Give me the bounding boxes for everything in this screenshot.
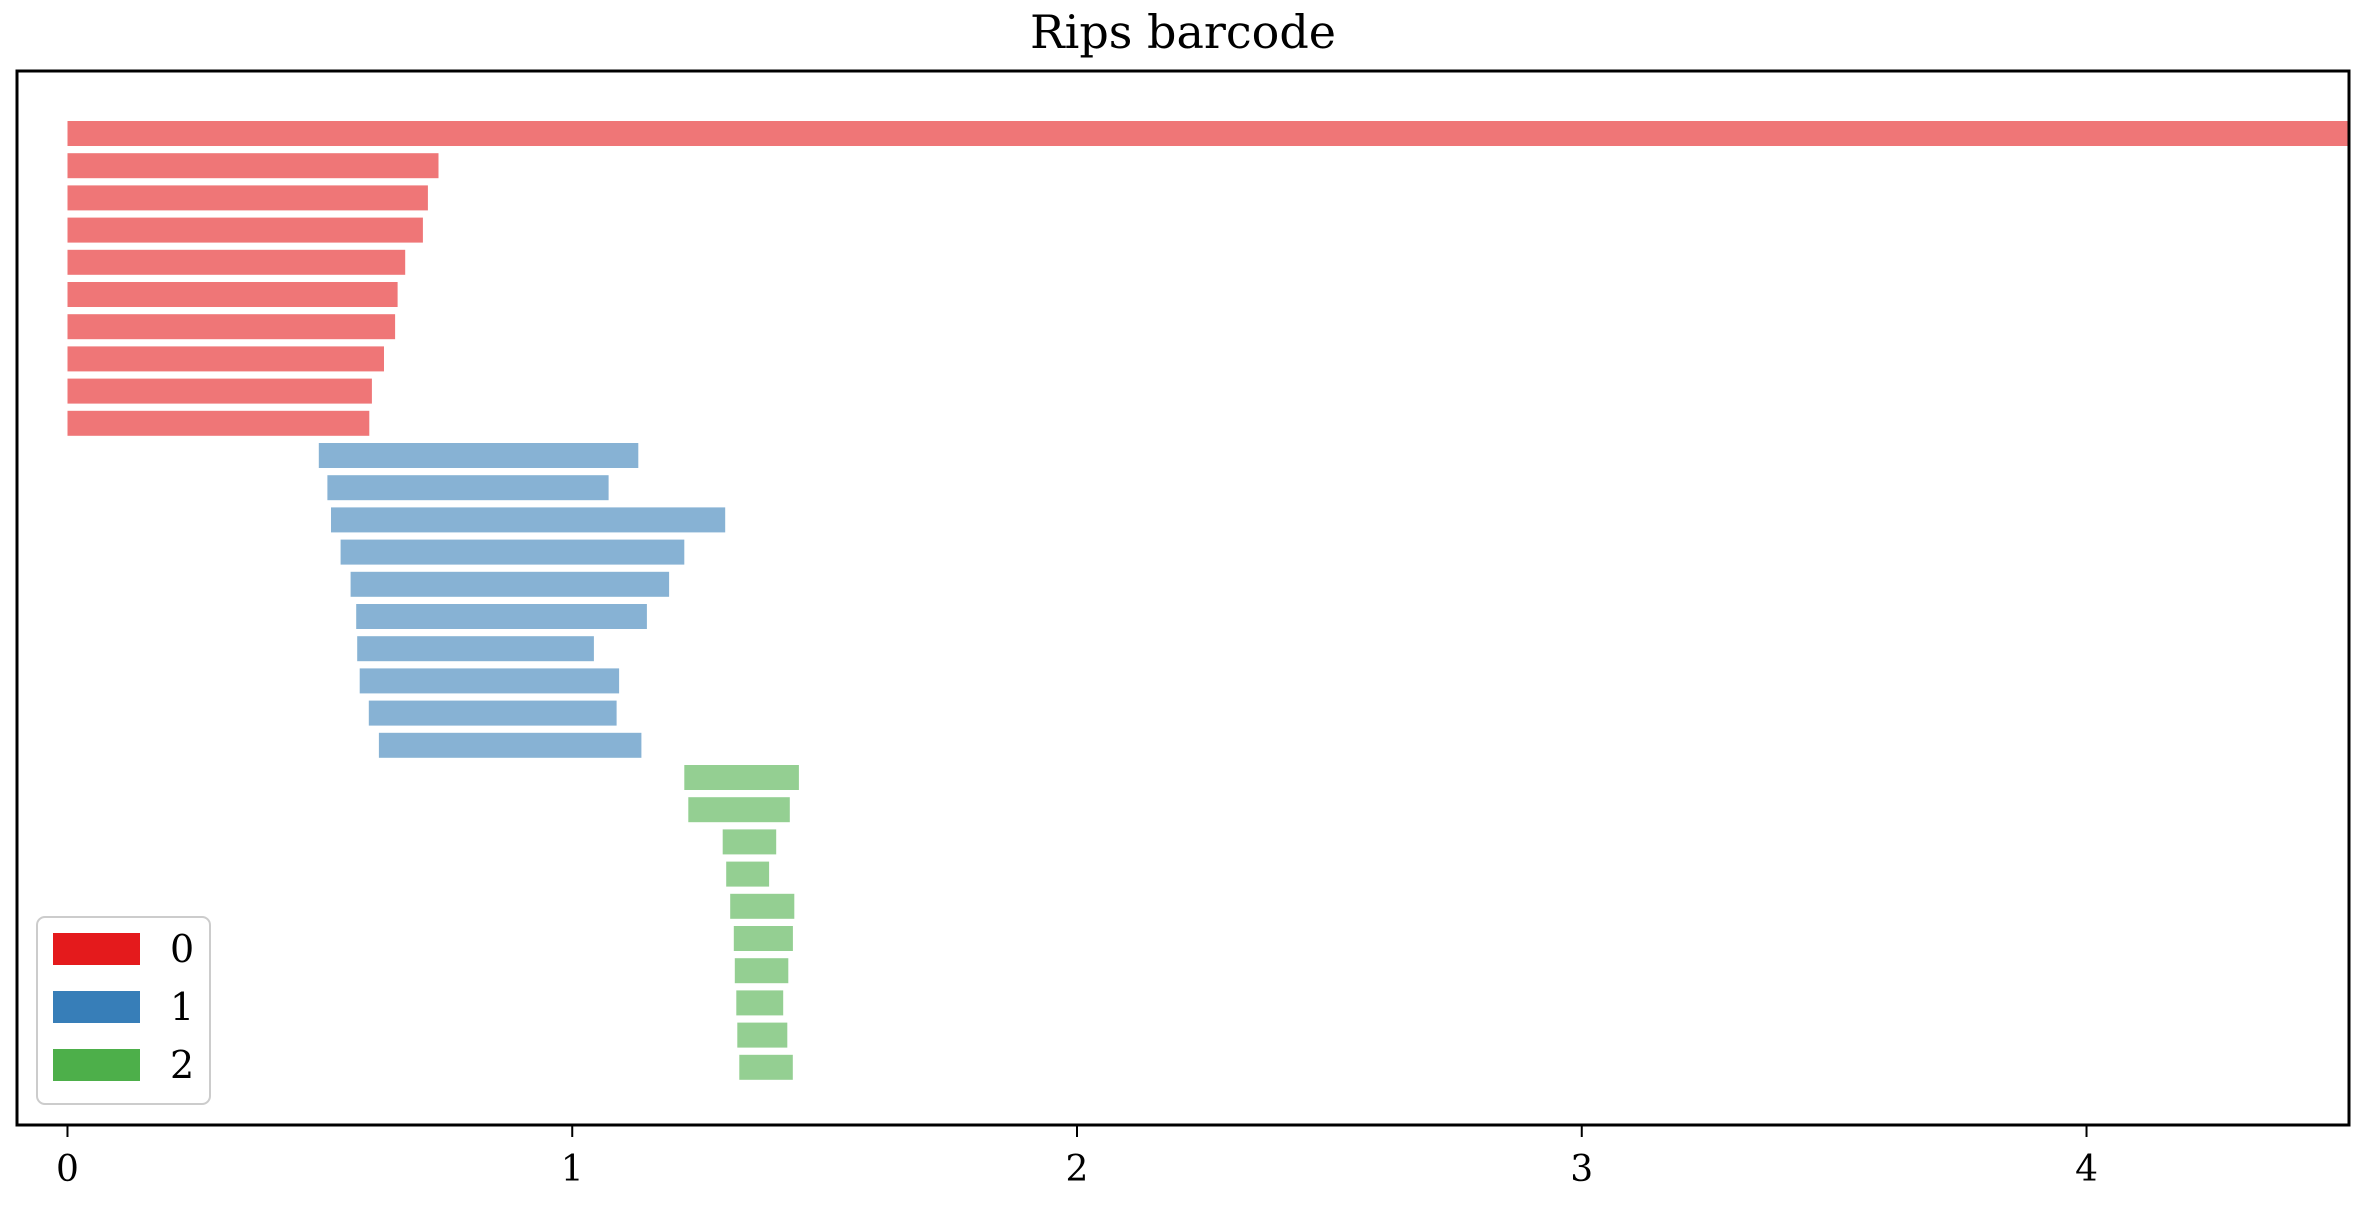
- barcode-bar-dim0-9: [67, 410, 370, 436]
- x-axis: 0 1 2 3 4: [56, 1125, 2098, 1190]
- legend-label-2: 2: [170, 1043, 194, 1087]
- barcode-bar-dim1-1: [327, 475, 609, 501]
- x-tick-label-3: 3: [1570, 1149, 1593, 1190]
- x-tick-label-4: 4: [2075, 1149, 2098, 1190]
- barcode-bar-dim1-8: [368, 700, 617, 726]
- barcode-bar-dim1-2: [331, 507, 726, 533]
- barcode-bar-dim0-0: [67, 121, 2349, 146]
- barcode-bar-dim2-1: [688, 797, 790, 823]
- bars-layer: [67, 121, 2349, 1080]
- barcode-bar-dim0-5: [67, 282, 398, 307]
- barcode-bar-dim2-7: [736, 990, 784, 1016]
- barcode-bar-dim0-4: [67, 249, 406, 275]
- barcode-bar-dim2-8: [737, 1022, 788, 1048]
- barcode-bar-dim0-1: [67, 153, 439, 179]
- barcode-bar-dim0-8: [67, 378, 372, 404]
- x-tick-label-1: 1: [561, 1149, 584, 1190]
- legend-label-1: 1: [170, 985, 194, 1029]
- legend-swatch-1: [53, 991, 140, 1023]
- plot-frame: [15, 69, 2351, 1127]
- barcode-bar-dim1-0: [318, 443, 639, 468]
- barcode-bar-dim2-6: [734, 958, 789, 984]
- barcode-bar-dim2-3: [726, 861, 770, 887]
- legend-label-0: 0: [170, 927, 194, 971]
- barcode-bar-dim2-0: [684, 765, 799, 790]
- legend-swatch-2: [53, 1049, 140, 1081]
- barcode-bar-dim2-4: [730, 893, 795, 919]
- barcode-bar-dim2-2: [722, 829, 777, 855]
- barcode-bar-dim2-9: [739, 1054, 793, 1080]
- chart-title: Rips barcode: [1030, 5, 1336, 59]
- barcode-bar-dim1-9: [378, 732, 642, 758]
- legend: 0 1 2: [36, 916, 211, 1105]
- barcode-bar-dim1-3: [340, 539, 685, 565]
- barcode-bar-dim0-3: [67, 217, 423, 243]
- barcode-bar-dim1-5: [356, 604, 647, 629]
- barcode-bar-dim0-2: [67, 185, 428, 211]
- barcode-bar-dim2-5: [733, 926, 793, 951]
- x-tick-label-0: 0: [56, 1149, 79, 1190]
- barcode-bar-dim1-4: [350, 571, 670, 597]
- barcode-bar-dim0-6: [67, 314, 396, 340]
- barcode-bar-dim0-7: [67, 346, 384, 372]
- x-tick-label-2: 2: [1066, 1149, 1089, 1190]
- legend-swatch-0: [53, 933, 140, 965]
- barcode-bar-dim1-6: [357, 636, 594, 662]
- barcode-bar-dim1-7: [359, 668, 620, 694]
